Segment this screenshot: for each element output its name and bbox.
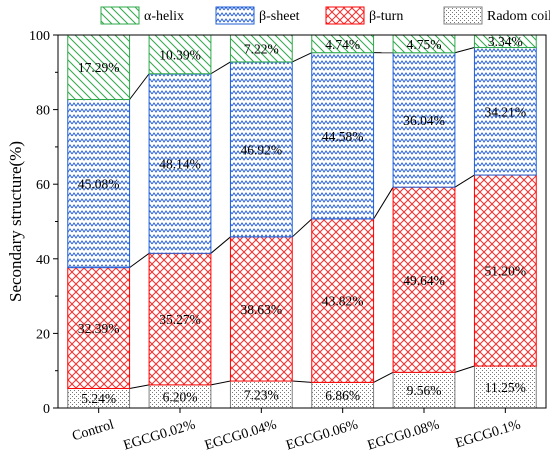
legend-swatch [100, 6, 140, 25]
bar-segment-crosshatch-4 [392, 186, 456, 373]
y-axis: 0 20 40 60 80 100 [29, 29, 58, 417]
data-label: 43.82% [322, 294, 364, 309]
x-tick-label: EGCG0.1% [454, 417, 523, 451]
bar-segment-crosshatch-2 [229, 236, 293, 382]
data-labels: 5.24% 32.39% 45.08% 17.29% 6.20% 35.27% 48.14%… [78, 34, 526, 406]
data-label: 17.29% [78, 60, 120, 75]
data-label: 6.86% [325, 388, 360, 403]
bar-segment-zigzag-2 [229, 61, 293, 238]
connector-line [373, 371, 394, 383]
data-label: 34.21% [485, 104, 527, 119]
y-tick-label: 40 [36, 253, 50, 268]
legend-label: β-sheet [259, 9, 300, 24]
connector-line [373, 186, 394, 220]
data-label: 36.04% [403, 113, 445, 128]
x-tick-label: EGCG0.06% [284, 417, 360, 453]
data-label: 7.23% [244, 388, 279, 403]
connector-line [454, 174, 475, 188]
data-label: 35.27% [159, 312, 201, 327]
data-label: 45.08% [78, 177, 120, 192]
bar-segment-crosshatch-3 [311, 218, 375, 383]
y-tick-label: 80 [36, 104, 50, 119]
bar-segment-diagonal-1 [148, 34, 212, 75]
data-label: 5.24% [81, 391, 116, 406]
connector-line [129, 73, 150, 100]
legend: α-helix β-sheet β-turn Radom coil [100, 6, 550, 25]
connector-line [129, 384, 150, 389]
connector-line [129, 252, 150, 269]
connector-line [292, 380, 312, 383]
x-axis: Control EGCG0.02% EGCG0.04% EGCG0.06% EGCG0.… [71, 408, 523, 454]
connector-line [454, 365, 475, 373]
y-tick-label: 100 [29, 29, 50, 44]
data-label: 4.74% [325, 37, 360, 52]
x-tick-label: EGCG0.04% [203, 417, 279, 453]
data-label: 7.22% [244, 41, 279, 56]
bar-segment-diagonal-2 [229, 34, 293, 63]
connector-lines [129, 46, 475, 389]
plot-frame [57, 34, 547, 409]
legend-label: Radom coil [487, 9, 550, 24]
data-label: 3.34% [488, 34, 523, 49]
data-label: 32.39% [78, 321, 120, 336]
data-label: 4.75% [407, 37, 442, 52]
legend-swatch [215, 6, 255, 25]
bar-segment-dots-2 [229, 380, 293, 409]
data-label: 10.39% [159, 47, 201, 62]
legend-swatch [443, 6, 483, 25]
bar-segment-zigzag-4 [392, 52, 456, 188]
legend-label: β-turn [369, 9, 403, 24]
data-label: 44.58% [322, 129, 364, 144]
data-label: 9.56% [407, 383, 442, 398]
data-label: 51.20% [485, 264, 527, 279]
x-tick-label: EGCG0.08% [366, 417, 442, 453]
data-label: 6.20% [163, 389, 198, 404]
connector-line [210, 236, 231, 254]
bar-segment-zigzag-1 [148, 73, 212, 254]
connector-line [210, 61, 231, 75]
legend-swatch [325, 6, 365, 25]
data-label: 38.63% [241, 302, 283, 317]
x-tick-label: EGCG0.02% [122, 417, 198, 453]
legend-label: α-helix [144, 9, 184, 24]
data-label: 49.64% [403, 273, 445, 288]
connector-line [291, 218, 313, 238]
y-tick-label: 60 [36, 178, 50, 193]
data-label: 11.25% [485, 380, 526, 395]
y-axis-title: Secondary structure(%) [6, 141, 25, 302]
bar-segment-zigzag-5 [473, 46, 537, 176]
connector-line [292, 52, 312, 63]
y-tick-label: 20 [36, 327, 50, 342]
connector-line [454, 46, 475, 54]
connector-line [210, 380, 231, 386]
data-label: 48.14% [159, 157, 201, 172]
bars [67, 34, 537, 409]
y-tick-label: 0 [43, 402, 50, 417]
data-label: 46.92% [241, 142, 283, 157]
x-tick-label: Control [71, 417, 116, 444]
bar-segment-crosshatch-5 [473, 174, 537, 367]
